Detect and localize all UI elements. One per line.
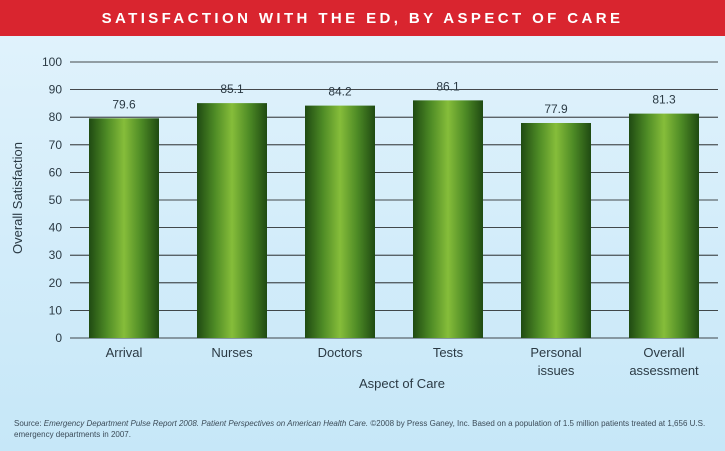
y-tick-label: 70: [49, 138, 63, 152]
y-tick-label: 40: [49, 221, 63, 235]
y-tick-label: 60: [49, 165, 63, 179]
bar: [89, 118, 159, 338]
x-tick-label-line: Tests: [433, 345, 464, 360]
y-tick-label: 30: [49, 248, 63, 262]
x-tick-label-line: issues: [538, 363, 575, 378]
bar: [629, 113, 699, 338]
y-tick-label: 100: [42, 55, 62, 69]
y-tick-label: 90: [49, 83, 63, 97]
source-details: ©2008 by Press Ganey, Inc. Based on a po…: [14, 419, 706, 439]
x-tick-label: Tests: [433, 345, 464, 360]
y-tick-label: 0: [55, 331, 62, 345]
data-labels: 79.6 85.1 84.2 86.1 77.9 81.3: [112, 79, 676, 116]
x-tick-label: Overall assessment: [629, 345, 699, 378]
x-tick-label: Doctors: [318, 345, 363, 360]
y-tick-label: 50: [49, 193, 63, 207]
x-tick-label: Nurses: [211, 345, 253, 360]
bar-data-label: 84.2: [328, 85, 352, 99]
bars: [89, 100, 699, 339]
chart-title: SATISFACTION WITH THE ED, BY ASPECT OF C…: [101, 9, 624, 27]
x-tick-label: Arrival: [106, 345, 143, 360]
source-title: Emergency Department Pulse Report 2008. …: [43, 419, 369, 428]
source-note: Source: Emergency Department Pulse Repor…: [14, 418, 714, 440]
x-tick-label: Personal issues: [530, 345, 581, 378]
x-tick-label-line: Arrival: [106, 345, 143, 360]
bar-data-label: 85.1: [220, 82, 244, 96]
y-tick-label: 80: [49, 110, 63, 124]
source-prefix: Source:: [14, 419, 44, 428]
y-tick-label: 10: [49, 303, 63, 317]
x-tick-label-line: Doctors: [318, 345, 363, 360]
bar-data-label: 77.9: [544, 102, 568, 116]
y-tick-label: 20: [49, 276, 63, 290]
x-tick-label-line: Overall: [643, 345, 684, 360]
title-bar: SATISFACTION WITH THE ED, BY ASPECT OF C…: [0, 0, 725, 36]
bar: [413, 100, 483, 338]
bar: [305, 105, 375, 338]
bar: [197, 103, 267, 339]
x-axis-categories: Arrival Nurses Doctors Tests Personal issues O…: [106, 345, 699, 378]
bar-data-label: 79.6: [112, 97, 136, 111]
y-axis-label: Overall Satisfaction: [10, 142, 25, 254]
x-axis-label: Aspect of Care: [359, 376, 445, 391]
gridlines: [70, 61, 718, 339]
x-tick-label-line: Nurses: [211, 345, 253, 360]
x-tick-label-line: assessment: [629, 363, 699, 378]
bar-data-label: 81.3: [652, 93, 676, 107]
bar-data-label: 86.1: [436, 79, 460, 93]
x-tick-label-line: Personal: [530, 345, 581, 360]
y-axis-ticks: 0 10 20 30 40 50 60 70 80 90 100: [42, 55, 62, 345]
bar: [521, 122, 591, 338]
